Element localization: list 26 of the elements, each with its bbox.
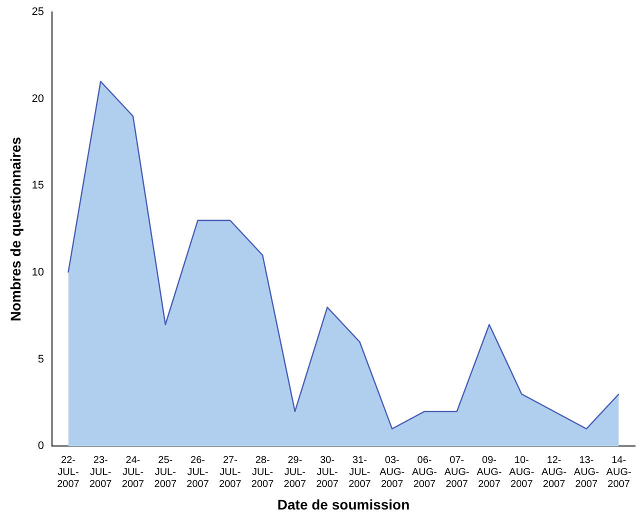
- x-tick-label: 13-AUG-2007: [574, 454, 599, 490]
- x-tick-label: 07-AUG-2007: [444, 454, 470, 490]
- x-tick-label: 14-AUG-2007: [606, 454, 632, 490]
- x-tick-label: 29-JUL-2007: [284, 454, 306, 490]
- x-tick-label: 12-AUG-2007: [542, 454, 567, 490]
- y-tick-label: 15: [32, 180, 44, 192]
- x-tick-label: 24-JUL-2007: [122, 454, 145, 490]
- y-tick-label: 0: [38, 440, 44, 452]
- y-tick-label: 10: [32, 266, 44, 279]
- x-tick-label: 31-JUL-2007: [348, 454, 372, 490]
- y-tick-label: 5: [38, 353, 44, 366]
- y-axis-title: Nombres de questionnaires: [7, 136, 24, 322]
- x-tick-label: 26-JUL-2007: [186, 454, 210, 490]
- x-tick-label: 25-JUL-2007: [154, 454, 177, 490]
- x-tick-label: 09-AUG-2007: [476, 454, 502, 490]
- y-tick-label: 20: [32, 92, 44, 105]
- x-tick-label: 10-AUG-2007: [509, 454, 534, 490]
- y-tick-label: 25: [32, 6, 44, 18]
- x-tick-label: 30-JUL-2007: [316, 454, 339, 490]
- x-tick-label: 06-AUG-2007: [412, 454, 437, 490]
- x-tick-label: 23-JUL-2007: [89, 454, 112, 490]
- x-tick-label: 03-AUG-2007: [380, 454, 405, 490]
- x-tick-label: 28-JUL-2007: [251, 454, 274, 490]
- x-tick-label: 27-JUL-2007: [219, 454, 242, 490]
- x-axis-title: Date de soumission: [277, 496, 410, 512]
- x-tick-label: 22-JUL-2007: [57, 454, 80, 490]
